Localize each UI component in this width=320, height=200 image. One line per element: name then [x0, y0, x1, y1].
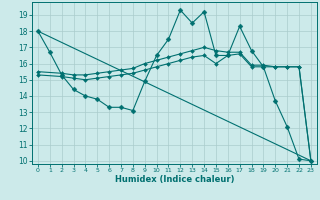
- X-axis label: Humidex (Indice chaleur): Humidex (Indice chaleur): [115, 175, 234, 184]
